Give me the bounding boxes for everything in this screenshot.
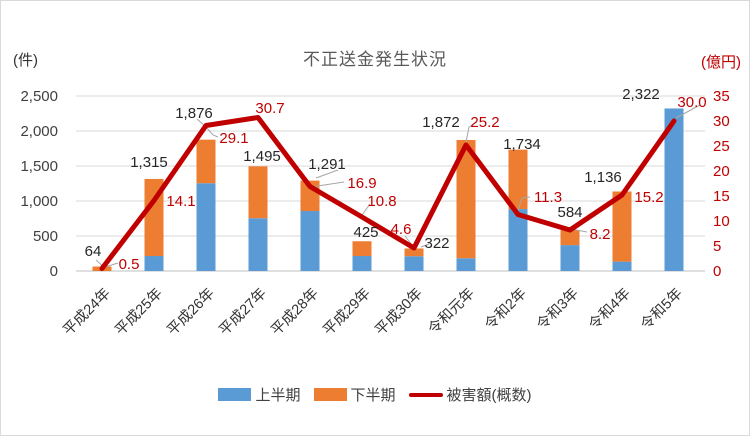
- bar-second-half: [456, 139, 476, 259]
- label-leader-line: [310, 181, 345, 188]
- bar-first-half: [612, 261, 632, 271]
- damage-value-label: 4.6: [391, 221, 412, 238]
- bar-first-half: [352, 256, 372, 271]
- bar-total-label: 64: [85, 243, 102, 260]
- bar-second-half: [508, 149, 528, 210]
- x-axis-label: 令和2年: [481, 285, 529, 333]
- damage-value-label: 8.2: [590, 226, 611, 243]
- bar-first-half: [248, 218, 268, 271]
- right-tick-label: 35: [713, 88, 730, 105]
- damage-value-label: 10.8: [367, 193, 396, 210]
- bar-second-half: [144, 178, 164, 257]
- bar-total-label: 1,315: [130, 154, 168, 171]
- x-axis-label: 令和3年: [533, 285, 581, 333]
- left-tick-label: 500: [33, 228, 58, 245]
- bar-second-half: [352, 241, 372, 257]
- right-axis-unit-label: (億円): [701, 54, 741, 71]
- damage-value-label: 15.2: [634, 189, 663, 206]
- bar-total-label: 1,876: [175, 105, 213, 122]
- bar-second-half: [196, 139, 216, 184]
- damage-line-swatch-icon: [408, 392, 443, 397]
- damage-value-label: 29.1: [219, 130, 248, 147]
- x-axis-label: 平成26年: [164, 285, 218, 339]
- bar-first-half: [196, 183, 216, 271]
- x-axis-label: 令和5年: [637, 285, 685, 333]
- bar-total-label: 2,322: [622, 86, 660, 103]
- left-tick-label: 1,500: [20, 158, 58, 175]
- label-leader-line: [420, 243, 430, 248]
- damage-value-label: 30.0: [677, 94, 706, 111]
- right-tick-label: 10: [713, 213, 730, 230]
- bar-first-half: [144, 256, 164, 271]
- damage-line: [99, 115, 677, 271]
- first-half-swatch-icon: [218, 388, 252, 401]
- bar-total-label: 584: [557, 204, 582, 221]
- label-leader-line: [517, 196, 531, 212]
- x-axis-label: 平成25年: [112, 285, 166, 339]
- right-tick-label: 15: [713, 188, 730, 205]
- bar-second-half: [560, 230, 580, 246]
- legend-item-damage: 被害額(概数): [408, 384, 532, 405]
- label-leader-line: [465, 121, 478, 143]
- x-axis-label: 平成24年: [60, 285, 114, 339]
- label-leader-line: [104, 262, 119, 268]
- right-tick-label: 25: [713, 138, 730, 155]
- x-axis-label: 平成29年: [320, 285, 374, 339]
- bar-total-label: 1,495: [243, 148, 281, 165]
- x-axis-label: 令和4年: [585, 285, 633, 333]
- damage-value-label: 11.3: [534, 189, 562, 206]
- bar-total-label: 1,872: [422, 114, 460, 131]
- second-half-swatch-icon: [313, 388, 347, 401]
- bar-second-half: [248, 166, 268, 219]
- bar-total-label: 322: [424, 235, 449, 252]
- bar-first-half: [664, 108, 684, 272]
- legend-item-second-half: 下半期: [313, 384, 396, 405]
- damage-value-label: 14.1: [166, 193, 195, 210]
- x-axis-label: 平成30年: [372, 285, 426, 339]
- damage-value-label: 30.7: [255, 100, 284, 117]
- right-tick-label: 20: [713, 163, 730, 180]
- left-tick-label: 1,000: [20, 193, 58, 210]
- bar-second-half: [404, 248, 424, 257]
- damage-value-label: 0.5: [119, 256, 140, 273]
- right-tick-label: 0: [713, 263, 721, 280]
- right-tick-label: 5: [713, 238, 721, 255]
- right-tick-label: 30: [713, 113, 730, 130]
- bar-first-half: [560, 245, 580, 271]
- label-leader-line: [205, 126, 219, 138]
- chart-title: 不正送金発生状況: [303, 50, 447, 69]
- damage-value-label: 25.2: [470, 114, 499, 131]
- x-axis-label: 令和元年: [425, 285, 478, 338]
- legend-label-damage: 被害額(概数): [446, 387, 532, 404]
- bar-total-label: 1,734: [503, 136, 541, 153]
- legend-item-first-half: 上半期: [218, 384, 301, 405]
- left-axis-unit-label: (件): [13, 52, 38, 69]
- bar-total-label: 425: [353, 224, 378, 241]
- legend-label-first-half: 上半期: [255, 387, 301, 404]
- left-tick-label: 0: [50, 263, 58, 280]
- damage-value-label: 16.9: [347, 175, 376, 192]
- bar-total-label: 1,291: [308, 156, 346, 173]
- bar-second-half: [612, 191, 632, 262]
- legend-label-second-half: 下半期: [350, 387, 396, 404]
- label-leader-line: [315, 169, 339, 179]
- label-leader-line: [675, 104, 701, 119]
- label-leader-line: [361, 203, 371, 216]
- left-tick-label: 2,500: [20, 88, 58, 105]
- bar-first-half: [404, 256, 424, 271]
- left-tick-label: 2,000: [20, 123, 58, 140]
- bar-first-half: [300, 211, 320, 271]
- bar-total-label: 1,136: [584, 169, 622, 186]
- bar-first-half: [508, 209, 528, 271]
- bar-first-half: [456, 258, 476, 271]
- x-axis-label: 平成28年: [268, 285, 322, 339]
- chart-legend: 上半期 下半期 被害額(概数): [1, 384, 749, 405]
- x-axis-label: 平成27年: [216, 285, 270, 339]
